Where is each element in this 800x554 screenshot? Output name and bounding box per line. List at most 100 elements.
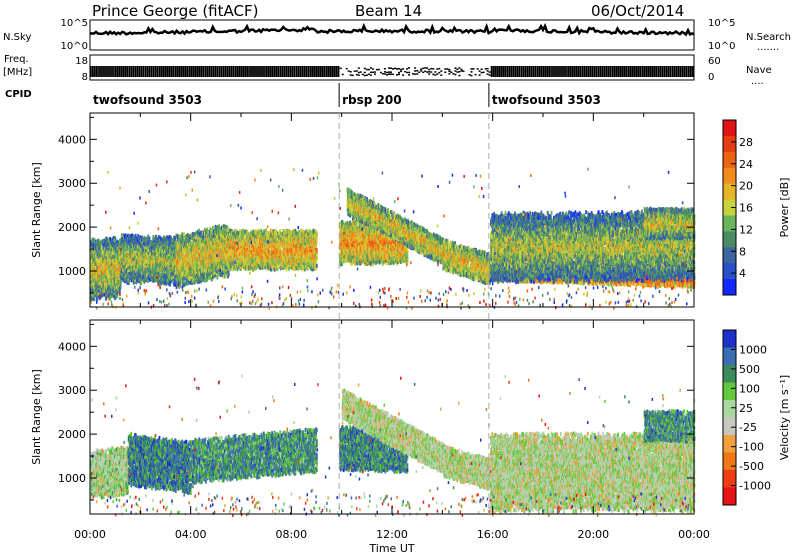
nave-mark [359, 71, 362, 73]
echo-cell [142, 241, 145, 246]
echo-cell [108, 243, 111, 248]
nave-mark [436, 73, 439, 75]
echo-cell [105, 272, 108, 277]
freq-mark [291, 66, 294, 77]
freq-mark [243, 66, 245, 77]
nave-mark [373, 71, 376, 73]
freq-mark [571, 66, 573, 77]
echo-cell [103, 273, 105, 278]
echo-cell [130, 235, 133, 240]
freq-mark [98, 66, 100, 77]
nave-mark [349, 71, 352, 73]
freq-mark [299, 66, 302, 77]
freq-mark [641, 66, 644, 77]
echo-cell [104, 239, 107, 244]
echo-cell [139, 266, 141, 270]
freq-mark [235, 66, 237, 77]
echo-cell [140, 281, 143, 286]
nave-mark [430, 71, 433, 73]
freq-mark [494, 66, 497, 77]
nave-mark [390, 67, 392, 69]
echo-cell [144, 272, 147, 277]
freq-mark [627, 66, 630, 77]
echo-cell [119, 282, 122, 287]
echo-cell [118, 260, 121, 265]
freq-mark [575, 66, 577, 77]
nave-mark [351, 74, 354, 77]
nave-mark [458, 67, 461, 69]
cpid-label: CPID [5, 89, 32, 100]
freq-mark [144, 66, 147, 77]
echo-cell [128, 253, 131, 258]
echo-cell [98, 257, 101, 262]
freq-mark [255, 66, 257, 77]
freq-mark [124, 66, 126, 77]
freq-mark [94, 66, 96, 77]
freq-mark [323, 66, 326, 77]
nave-mark [478, 74, 481, 76]
echo-cell [95, 251, 97, 255]
freq-mark [514, 66, 517, 77]
freq-mark [573, 66, 575, 77]
nave-mark [408, 71, 411, 74]
nave-mark [444, 71, 447, 73]
freq-mark [140, 66, 143, 77]
nave-mark [422, 71, 425, 74]
freq-mark [625, 66, 628, 77]
freq-mark [293, 66, 296, 77]
echo-cell [156, 254, 159, 259]
nave-mark [363, 67, 366, 70]
nave-mark [470, 74, 473, 77]
echo-cell [108, 296, 111, 301]
freq-mark [561, 66, 563, 77]
nave-mark [476, 68, 479, 70]
freq-mark [204, 66, 207, 77]
freq-mark [120, 66, 122, 77]
echo-cell [143, 279, 146, 284]
freq-mark [218, 66, 221, 77]
echo-cell [132, 270, 135, 274]
freq-mark [496, 66, 499, 77]
freq-mark [595, 66, 598, 77]
station-title: Prince George (fitACF) [92, 2, 258, 20]
freq-mark [631, 66, 634, 77]
noise-left-tick-bottom: 10^0 [61, 41, 88, 52]
freq-mark [168, 66, 171, 77]
nave-mark [446, 68, 449, 70]
freq-mark [114, 66, 116, 77]
freq-mark [559, 66, 561, 77]
freq-mark [100, 66, 102, 77]
echo-cell [113, 278, 116, 283]
freq-mark [186, 66, 189, 77]
freq-mark [524, 66, 527, 77]
echo-cell [148, 236, 151, 241]
freq-mark [202, 66, 205, 77]
nave-mark [414, 70, 417, 72]
freq-mark [685, 66, 688, 77]
echo-cell [98, 247, 100, 252]
echo-cell [90, 240, 92, 245]
nave-mark [388, 71, 390, 73]
echo-cell [130, 262, 133, 267]
freq-mark [190, 66, 193, 77]
nave-mark [470, 68, 473, 70]
nave-mark [478, 70, 481, 72]
echo-cell [132, 237, 135, 242]
echo-cell [132, 252, 135, 256]
echo-cell [103, 277, 106, 282]
freq-mark [96, 66, 98, 77]
freq-mark [134, 66, 137, 77]
echo-cell [157, 273, 160, 278]
freq-mark [522, 66, 525, 77]
nave-mark [341, 73, 344, 76]
freq-mark [651, 66, 654, 77]
freq-mark [657, 66, 660, 77]
nave-mark [426, 71, 429, 73]
nave-mark [450, 71, 453, 73]
nave-mark [365, 68, 368, 71]
nave-mark [458, 74, 461, 77]
nave-mark [432, 68, 435, 70]
nave-mark [428, 73, 431, 75]
echo-cell [110, 270, 112, 274]
echo-cell [155, 241, 158, 246]
